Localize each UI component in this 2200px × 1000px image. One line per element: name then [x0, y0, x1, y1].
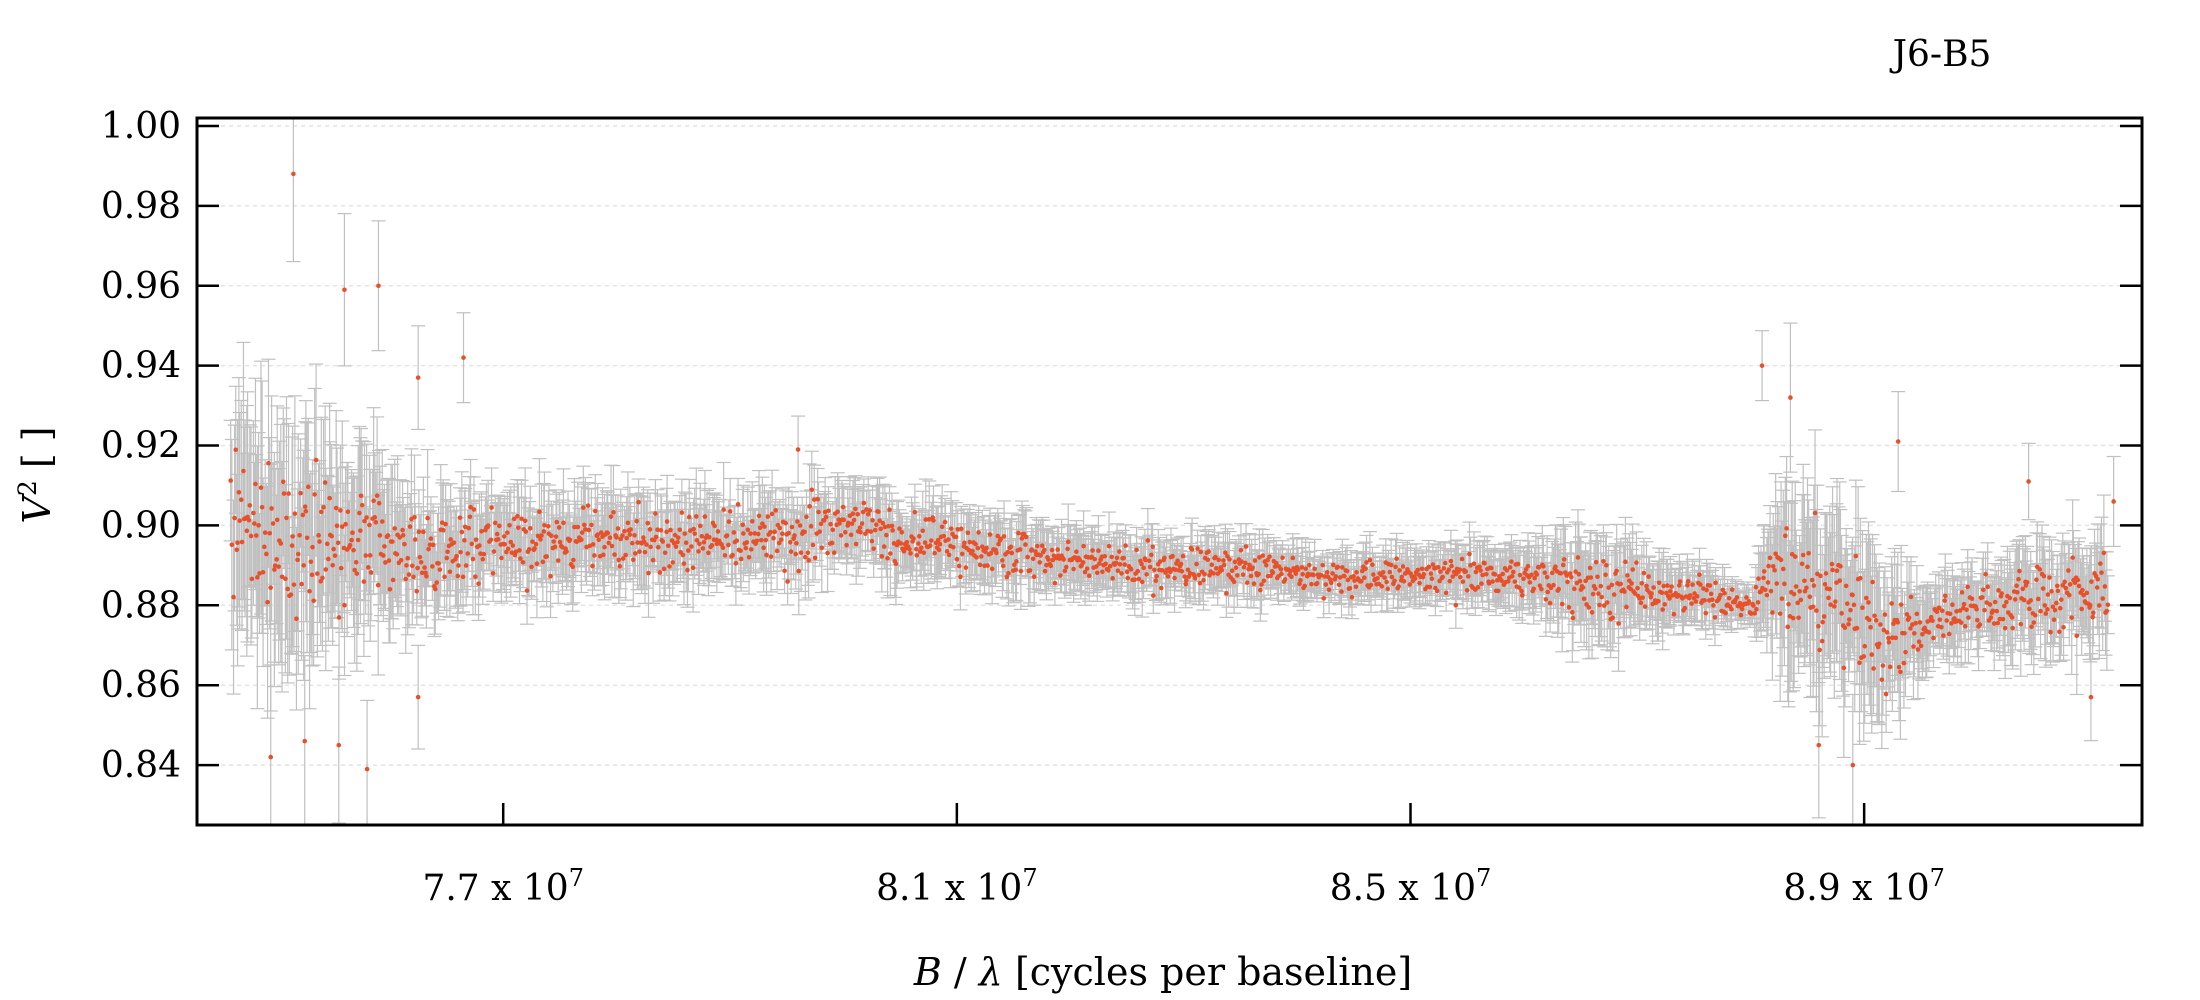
- error-bars: [223, 117, 2121, 826]
- grid-lines: [197, 125, 2142, 766]
